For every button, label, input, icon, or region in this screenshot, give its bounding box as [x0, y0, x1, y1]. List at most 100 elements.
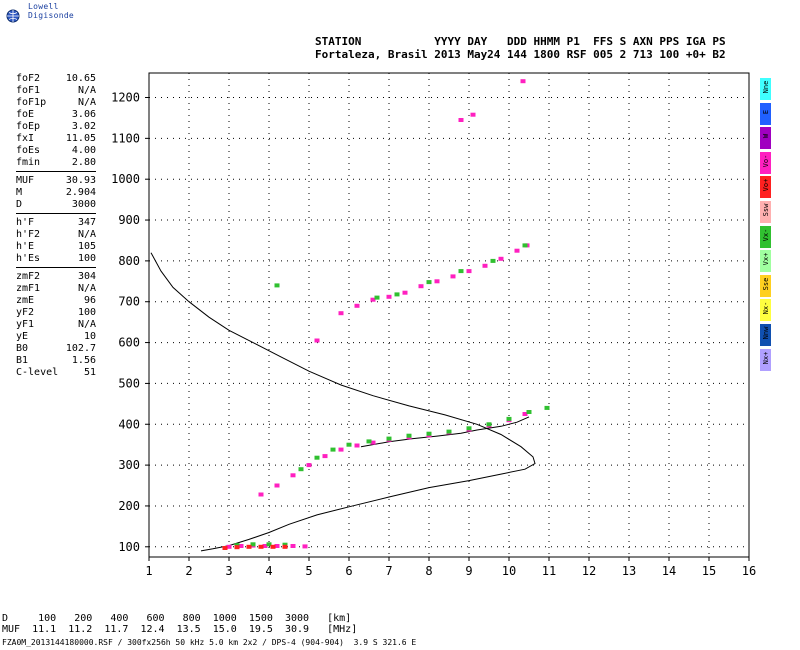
data-point [270, 544, 276, 549]
data-point [290, 473, 296, 478]
legend-label: E [762, 109, 770, 114]
param-b1: B1 1.56 [16, 355, 96, 367]
legend-label: Nx+ [762, 351, 770, 364]
param-fof1p: foF1p N/A [16, 97, 96, 109]
y-tick-label: 300 [118, 458, 140, 472]
param-key: fmin [16, 157, 41, 168]
data-point [290, 544, 296, 548]
param-value: N/A [77, 85, 96, 96]
param-value: 105 [77, 241, 96, 252]
footer-info: FZA0M_2013144180000.RSF / 300fx256h 50 k… [2, 638, 417, 647]
profile-curve [150, 252, 536, 552]
legend-item-vx: Vx+ [760, 250, 771, 273]
data-point [386, 294, 392, 299]
param-key: fxI [16, 133, 35, 144]
data-point [282, 544, 288, 549]
data-point [314, 455, 320, 460]
param-ye: yE 10 [16, 331, 96, 343]
data-point [482, 263, 488, 268]
data-point [354, 303, 360, 308]
param-separator [16, 213, 96, 214]
legend-item-vx: Vx- [760, 225, 771, 248]
param-value: 4.00 [71, 145, 96, 156]
param-key: h'F [16, 217, 35, 228]
param-separator [16, 171, 96, 172]
data-point [226, 544, 232, 549]
param-hf2: h'F2 N/A [16, 229, 96, 241]
param-zmf2: zmF2 304 [16, 271, 96, 283]
param-value: N/A [77, 97, 96, 108]
param-value: 11.05 [65, 133, 96, 144]
param-key: yF1 [16, 319, 35, 330]
y-tick-label: 1000 [111, 172, 140, 186]
param-value: 102.7 [65, 343, 96, 354]
data-point [466, 426, 472, 431]
param-key: yF2 [16, 307, 35, 318]
data-point [386, 436, 392, 441]
x-tick-label: 9 [465, 564, 472, 578]
data-point [302, 544, 308, 549]
x-tick-label: 3 [225, 564, 232, 578]
param-value: 10.65 [65, 73, 96, 84]
legend-label: Sse [762, 277, 770, 291]
param-fof1: foF1 N/A [16, 85, 96, 97]
data-point [446, 429, 452, 434]
data-point [338, 447, 344, 452]
param-value: 3.06 [71, 109, 96, 120]
x-tick-label: 2 [185, 564, 192, 578]
distance-row: D 100 200 400 600 800 1000 1500 3000 [km… [2, 613, 352, 624]
y-tick-label: 800 [118, 254, 140, 268]
legend-item-nnw: Nnw [760, 324, 771, 346]
legend-label: W [762, 134, 770, 139]
legend-item-nne: Nne [760, 78, 771, 100]
param-he: h'E 105 [16, 241, 96, 253]
legend-label: Ssw [762, 203, 770, 217]
data-point [526, 410, 532, 414]
data-point [402, 290, 408, 295]
data-point [330, 447, 336, 452]
legend-item-sse: Sse [760, 274, 771, 297]
x-tick-label: 4 [265, 564, 272, 578]
param-separator [16, 267, 96, 268]
data-point [282, 542, 288, 547]
y-tick-label: 1100 [111, 131, 140, 145]
data-point [522, 412, 528, 416]
legend-item-vo: Vo- [760, 151, 771, 174]
plot-frame [148, 72, 750, 558]
y-tick-label: 600 [118, 336, 140, 350]
param-hf: h'F 347 [16, 217, 96, 229]
data-point [466, 269, 472, 274]
param-clevel: C-level 51 [16, 367, 96, 379]
data-point [258, 492, 264, 497]
param-key: foEs [16, 145, 41, 156]
param-value: 30.93 [65, 175, 96, 186]
legend-item-vo: Vo+ [760, 176, 771, 199]
param-b0: B0 102.7 [16, 343, 96, 355]
param-key: foF2 [16, 73, 41, 84]
legend-item-e: E [760, 102, 771, 125]
data-point [346, 442, 352, 447]
y-tick-label: 1200 [111, 91, 140, 105]
data-point [470, 112, 476, 117]
param-value: 1.56 [71, 355, 96, 366]
data-point [450, 274, 456, 279]
param-fof2: foF2 10.65 [16, 73, 96, 85]
data-point [506, 416, 512, 421]
data-point [238, 544, 244, 548]
param-yf1: yF1 N/A [16, 319, 96, 331]
param-key: zmE [16, 295, 35, 306]
data-point [246, 544, 252, 549]
param-key: h'F2 [16, 229, 41, 240]
param-key: foF1p [16, 97, 47, 108]
data-point [426, 280, 432, 285]
param-value: 3000 [71, 199, 96, 210]
logo-text: Lowell Digisonde [28, 2, 75, 20]
data-point [374, 295, 380, 300]
data-point [354, 443, 360, 448]
data-point [544, 405, 550, 410]
param-key: B1 [16, 355, 29, 366]
param-hes: h'Es 100 [16, 253, 96, 265]
data-point [234, 545, 240, 550]
y-tick-label: 500 [118, 376, 140, 390]
param-zme: zmE 96 [16, 295, 96, 307]
